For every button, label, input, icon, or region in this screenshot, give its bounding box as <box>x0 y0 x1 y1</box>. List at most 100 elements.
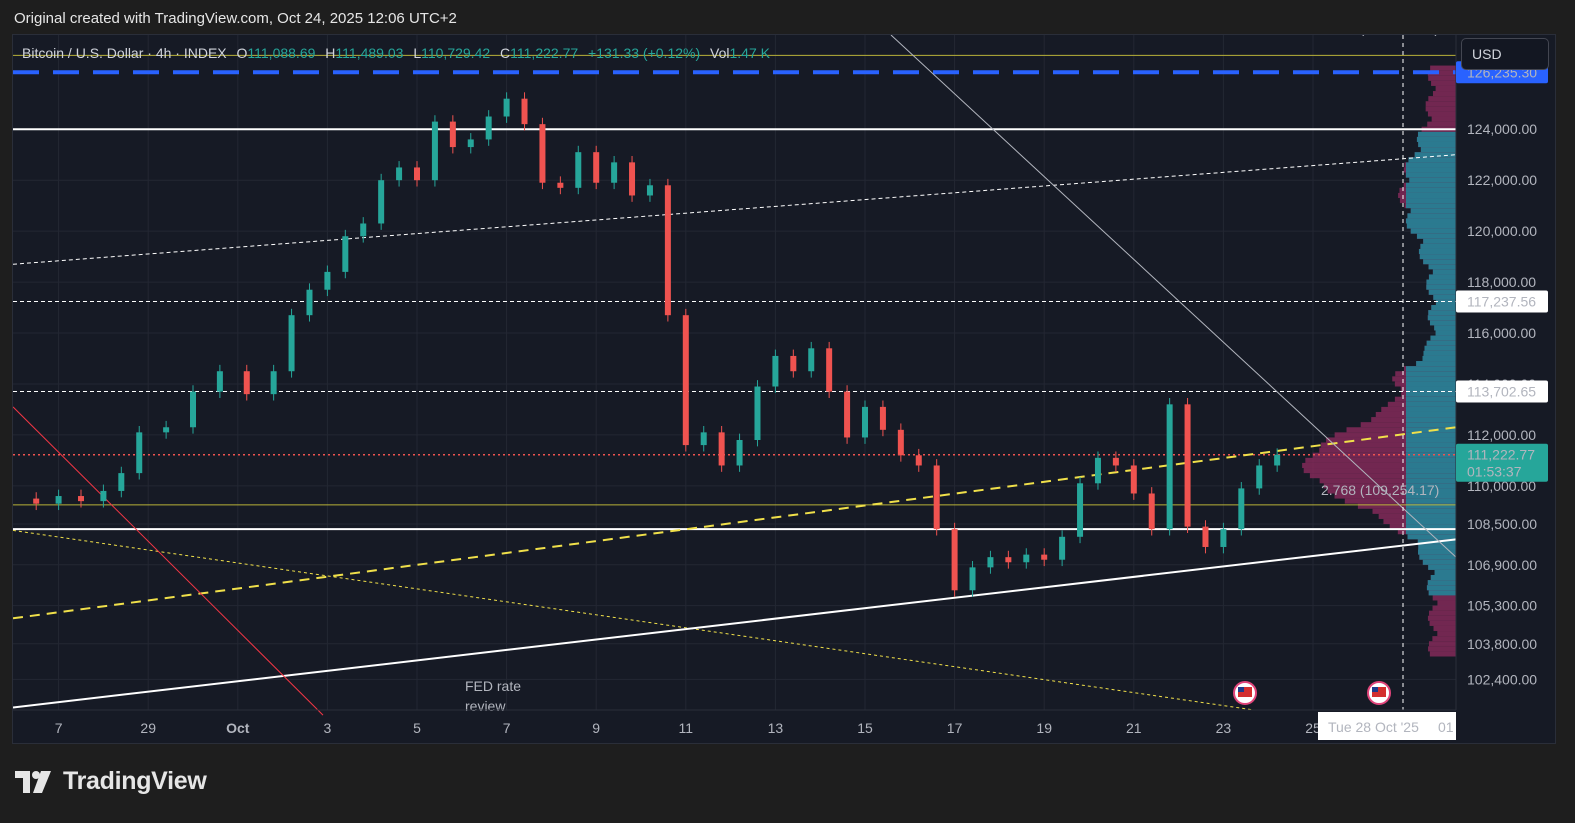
candle-body <box>646 185 653 196</box>
candle-body <box>557 182 564 188</box>
candle-body <box>915 455 922 466</box>
flag-canton <box>1238 687 1244 692</box>
value-area-bar <box>1419 554 1456 560</box>
value-area-bar <box>1406 391 1456 397</box>
volume-profile-bar <box>1430 65 1456 71</box>
value-area-bar <box>1406 406 1456 412</box>
candle-body <box>844 391 851 438</box>
volume-profile-bar <box>1427 615 1456 621</box>
candle-body <box>611 162 618 183</box>
value-area-bar <box>1426 279 1456 285</box>
candle-body <box>1274 454 1281 466</box>
value-area-bar <box>1406 493 1456 499</box>
value-area-bar <box>1406 518 1456 525</box>
price-tick-label: 106,900.00 <box>1467 557 1537 573</box>
chart-panel[interactable]: 2.768 (109,254.17) 3 (126,195.95) FED rate… <box>12 34 1556 744</box>
candle-body <box>700 432 707 446</box>
value-area-bar <box>1406 437 1456 443</box>
value-area-bar <box>1420 147 1456 153</box>
value-area-bar <box>1406 498 1456 504</box>
volume-profile-bar <box>1432 605 1456 611</box>
price-tick-label: 120,000.00 <box>1467 223 1537 239</box>
ohlc-legend: Bitcoin / U.S. Dollar · 4h · INDEX O111,… <box>22 45 770 61</box>
value-area-bar <box>1416 136 1456 142</box>
close-label: C <box>500 45 511 61</box>
candle-body <box>664 185 671 316</box>
value-area-bar <box>1427 580 1456 586</box>
candle-body <box>754 386 761 440</box>
support-trend-line <box>13 538 1457 709</box>
volume-profile-bar <box>1437 600 1456 606</box>
volume-profile-bar <box>1432 595 1456 601</box>
volume-profile-bar <box>1425 101 1456 107</box>
candle-body <box>897 429 904 456</box>
time-tick-label: 7 <box>55 720 63 736</box>
time-tick-label: 15 <box>857 720 873 736</box>
candle-body <box>118 473 125 491</box>
value-area-bar <box>1422 355 1456 362</box>
value-area-bar <box>1406 366 1456 372</box>
volume-profile-bar <box>1344 498 1456 504</box>
value-area-bar <box>1427 315 1456 321</box>
value-area-bar <box>1406 381 1456 387</box>
value-area-bar <box>1406 167 1456 173</box>
cursor-next-label: 01 <box>1438 719 1454 735</box>
symbol-title: Bitcoin / U.S. Dollar · 4h · INDEX <box>22 45 227 61</box>
candle-body <box>790 355 797 372</box>
candle-body <box>1005 557 1012 563</box>
price-tick-label: 108,500.00 <box>1467 516 1537 532</box>
candle-body <box>629 162 636 196</box>
price-tick-label: 105,300.00 <box>1467 598 1537 614</box>
candle-body <box>467 139 474 148</box>
value-area-bar <box>1428 289 1456 295</box>
volume-profile-bar <box>1327 488 1456 494</box>
tradingview-logo[interactable]: TradingView <box>15 767 207 796</box>
value-area-bar <box>1406 422 1456 428</box>
candle-body <box>1130 465 1137 494</box>
volume-profile <box>1302 65 1456 657</box>
event-label-line2: review <box>465 698 506 714</box>
volume-profile-bar <box>1428 641 1456 647</box>
candle-body <box>163 427 170 433</box>
candle-body <box>575 152 582 188</box>
value-area-bar <box>1406 203 1456 209</box>
candle-body <box>485 116 492 140</box>
volume-profile-bar <box>1323 483 1456 489</box>
value-area-bar <box>1406 396 1456 402</box>
value-area-bar <box>1434 569 1456 575</box>
currency-button[interactable]: USD <box>1461 38 1549 70</box>
candle-body <box>33 498 40 504</box>
time-tick-label: 3 <box>324 720 332 736</box>
candle-body <box>862 406 868 438</box>
volume-profile-bar <box>1319 478 1456 484</box>
value-area-bar <box>1406 218 1456 224</box>
price-label-text: 117,237.56 <box>1467 293 1536 309</box>
value-area-bar <box>1406 452 1456 458</box>
flag-canton <box>1372 687 1378 692</box>
candle-body <box>306 289 313 316</box>
value-area-bar <box>1417 131 1456 137</box>
candle-body <box>826 348 833 392</box>
value-area-bar <box>1406 468 1456 474</box>
volume-profile-bar <box>1319 447 1456 453</box>
value-area-bar <box>1406 447 1456 453</box>
red-trend-line <box>13 406 324 716</box>
volume-value: 1.47 K <box>729 45 770 61</box>
price-chart[interactable]: 2.768 (109,254.17) 3 (126,195.95) FED rate… <box>13 35 1556 744</box>
candle-body <box>1184 404 1191 527</box>
descending-line <box>890 35 1457 558</box>
candle-body <box>521 98 528 125</box>
volume-profile-bar <box>1334 493 1456 499</box>
candle-body <box>216 371 223 392</box>
candle-body <box>1202 526 1209 547</box>
candle-body <box>243 371 250 395</box>
candle-body <box>342 236 349 272</box>
time-tick-label: Oct <box>226 720 250 736</box>
value-area-bar <box>1423 350 1456 356</box>
flag-stripes <box>1372 687 1386 697</box>
value-area-bar <box>1406 488 1456 494</box>
candle-body <box>1077 483 1084 537</box>
candle-body <box>1041 554 1048 560</box>
flag-stripes <box>1238 687 1252 697</box>
candle-body <box>190 391 196 428</box>
